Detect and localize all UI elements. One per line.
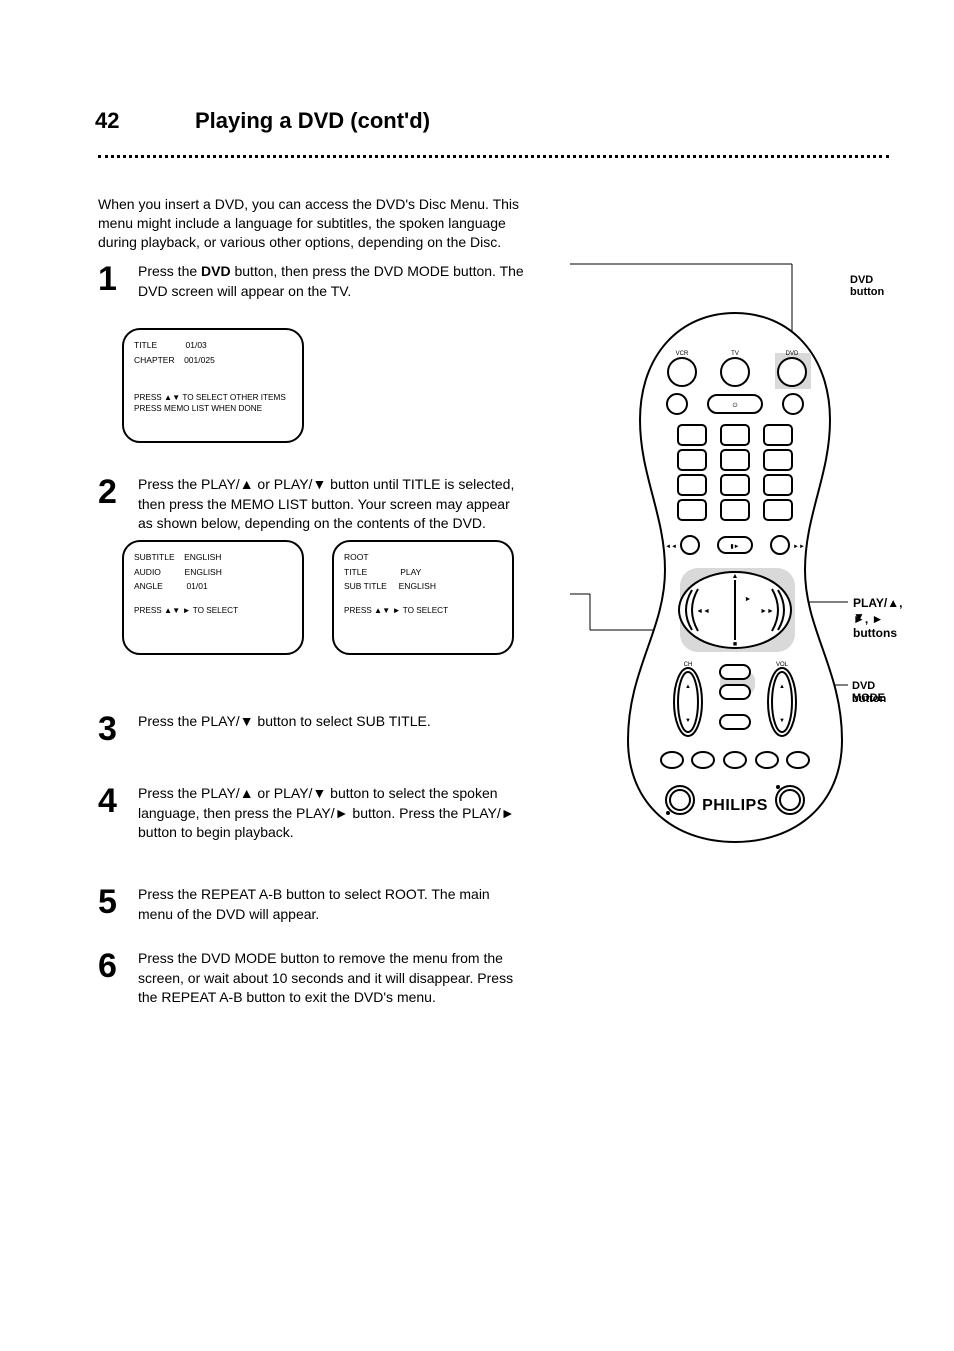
down-arrow-icon bbox=[240, 713, 254, 729]
svg-text:►►: ►► bbox=[760, 608, 774, 615]
text: or PLAY/ bbox=[254, 476, 313, 492]
text: button. Press the PLAY/ bbox=[349, 805, 501, 821]
label: SUB TITLE bbox=[344, 581, 387, 591]
osd-line: SUB TITLE ENGLISH bbox=[344, 581, 502, 592]
osd-footer: PRESS ▲▼ ► TO SELECT bbox=[134, 606, 292, 616]
step-2: 2 Press the PLAY/ or PLAY/ button until … bbox=[98, 475, 528, 534]
step-number: 4 bbox=[98, 784, 117, 818]
osd-footer: PRESS ▲▼ TO SELECT OTHER ITEMS PRESS MEM… bbox=[134, 393, 292, 414]
svg-text:■: ■ bbox=[733, 641, 737, 648]
value: 001/025 bbox=[184, 355, 215, 365]
svg-text:►: ► bbox=[745, 596, 752, 603]
up-arrow-icon bbox=[240, 476, 254, 492]
remote-svg: VCR TV DVD ⏻ bbox=[620, 310, 850, 845]
up-arrow-icon bbox=[240, 785, 254, 801]
svg-text:◄◄: ◄◄ bbox=[696, 608, 710, 615]
step-5: 5 Press the REPEAT A-B button to select … bbox=[98, 885, 528, 924]
osd-line: SUBTITLE ENGLISH bbox=[134, 552, 292, 563]
value: 01/01 bbox=[186, 581, 207, 591]
value: ENGLISH bbox=[184, 552, 221, 562]
label: SUBTITLE bbox=[134, 552, 175, 562]
step-4: 4 Press the PLAY/ or PLAY/ button to sel… bbox=[98, 784, 528, 843]
step-text: Press the REPEAT A-B button to select RO… bbox=[138, 885, 528, 924]
step-text: Press the PLAY/ or PLAY/ button to selec… bbox=[138, 784, 528, 843]
dvd-label: DVD bbox=[201, 263, 231, 279]
osd-screen-subtitle: SUBTITLE ENGLISH AUDIO ENGLISH ANGLE 01/… bbox=[122, 540, 304, 655]
svg-text:▲: ▲ bbox=[732, 573, 739, 580]
osd-screen-root: ROOT TITLE PLAY SUB TITLE ENGLISH PRESS … bbox=[332, 540, 514, 655]
svg-text:▮►: ▮► bbox=[730, 544, 739, 550]
label: AUDIO bbox=[134, 567, 161, 577]
step-number: 5 bbox=[98, 885, 117, 919]
down-arrow-icon bbox=[312, 476, 326, 492]
value: 01/03 bbox=[186, 340, 207, 350]
osd-line: ANGLE 01/01 bbox=[134, 581, 292, 592]
value: PLAY bbox=[400, 567, 421, 577]
text: Press the PLAY/ bbox=[138, 476, 240, 492]
step-3: 3 Press the PLAY/ button to select SUB T… bbox=[98, 712, 528, 732]
vol-label: VOL bbox=[776, 662, 789, 668]
label: ROOT bbox=[344, 552, 369, 562]
value: ENGLISH bbox=[399, 581, 436, 591]
step-text: Press the PLAY/ or PLAY/ button until TI… bbox=[138, 475, 528, 534]
step-number: 6 bbox=[98, 949, 117, 983]
page-number: 42 bbox=[95, 108, 119, 134]
svg-text:►►: ►► bbox=[793, 544, 805, 550]
divider-dotted bbox=[98, 155, 889, 158]
intro-paragraph: When you insert a DVD, you can access th… bbox=[98, 195, 528, 252]
text: button to select SUB TITLE. bbox=[254, 713, 431, 729]
page-title: Playing a DVD (cont'd) bbox=[195, 108, 430, 134]
text: or PLAY/ bbox=[254, 785, 313, 801]
text: Press the PLAY/ bbox=[138, 713, 240, 729]
text: button to begin playback. bbox=[138, 824, 294, 840]
down-arrow-icon bbox=[312, 785, 326, 801]
osd-line: CHAPTER 001/025 bbox=[134, 355, 292, 366]
btn-dvd: DVD bbox=[786, 351, 799, 357]
svg-text:▼: ▼ bbox=[685, 718, 691, 724]
remote-body: VCR TV DVD ⏻ bbox=[620, 310, 850, 845]
btn-vcr: VCR bbox=[676, 351, 689, 357]
svg-text:▲: ▲ bbox=[779, 684, 785, 690]
step-1: 1 Press the DVD button, then press the D… bbox=[98, 262, 528, 301]
step-number: 2 bbox=[98, 475, 117, 509]
svg-text:▲: ▲ bbox=[685, 684, 691, 690]
svg-text:⏻: ⏻ bbox=[733, 402, 738, 409]
text: Press the bbox=[138, 263, 201, 279]
step-number: 3 bbox=[98, 712, 117, 746]
right-arrow-icon bbox=[335, 805, 349, 821]
step-6: 6 Press the DVD MODE button to remove th… bbox=[98, 949, 528, 1008]
text: Press the PLAY/ bbox=[138, 785, 240, 801]
right-arrow-icon bbox=[501, 805, 515, 821]
label: TITLE bbox=[134, 340, 157, 350]
step-text: Press the DVD button, then press the DVD… bbox=[138, 262, 528, 301]
label: CHAPTER bbox=[134, 355, 175, 365]
label: TITLE bbox=[344, 567, 367, 577]
ch-label: CH bbox=[684, 662, 693, 668]
label: ANGLE bbox=[134, 581, 163, 591]
svg-text:◄◄: ◄◄ bbox=[665, 544, 677, 550]
value: ENGLISH bbox=[185, 567, 222, 577]
btn-tv: TV bbox=[731, 351, 739, 357]
brand-logo: PHILIPS bbox=[702, 797, 768, 815]
osd-line: TITLE PLAY bbox=[344, 567, 502, 578]
step-text: Press the PLAY/ button to select SUB TIT… bbox=[138, 712, 528, 732]
osd-line: ROOT bbox=[344, 552, 502, 563]
svg-text:▼: ▼ bbox=[779, 718, 785, 724]
osd-line: TITLE 01/03 bbox=[134, 340, 292, 351]
step-number: 1 bbox=[98, 262, 117, 296]
osd-footer: PRESS ▲▼ ► TO SELECT bbox=[344, 606, 502, 616]
remote-diagram: DVD button PLAY/▲, ▼ ►, ► buttons DVD MO… bbox=[570, 250, 910, 860]
osd-line: AUDIO ENGLISH bbox=[134, 567, 292, 578]
osd-screen-title: TITLE 01/03 CHAPTER 001/025 PRESS ▲▼ TO … bbox=[122, 328, 304, 443]
step-text: Press the DVD MODE button to remove the … bbox=[138, 949, 528, 1008]
